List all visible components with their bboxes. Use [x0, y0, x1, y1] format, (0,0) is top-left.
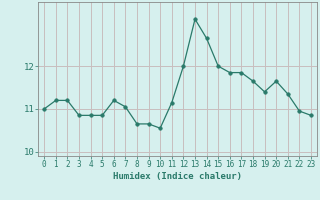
X-axis label: Humidex (Indice chaleur): Humidex (Indice chaleur): [113, 172, 242, 181]
